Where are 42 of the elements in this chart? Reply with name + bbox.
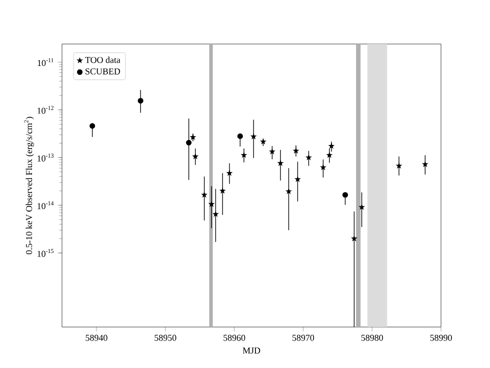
point <box>350 235 358 242</box>
point <box>285 188 292 194</box>
point <box>192 153 199 160</box>
point <box>138 98 144 104</box>
point <box>90 123 96 129</box>
y-tick-label: 10$^{-12}$ <box>38 106 54 114</box>
point <box>260 138 266 144</box>
x-axis-title: MJD <box>242 348 260 354</box>
y-tick-label: 10$^{-14}$ <box>38 201 54 210</box>
point <box>326 152 333 158</box>
y-tick-label: 10$^{-11}$ <box>38 58 54 66</box>
point <box>201 191 208 198</box>
point <box>292 147 300 154</box>
y-axis-title: 0.5-10 keV Observed Flux (erg/s/cm$^{2}$) <box>24 116 34 254</box>
point <box>219 187 226 194</box>
point <box>208 200 215 207</box>
point <box>190 134 196 140</box>
x-tick-label: 58960 <box>224 334 246 341</box>
point <box>328 142 335 149</box>
x-tick-label: 58970 <box>292 334 314 341</box>
point <box>342 192 348 198</box>
point <box>237 133 243 140</box>
x-tick-label: 58940 <box>86 334 108 341</box>
point <box>240 152 248 158</box>
point <box>305 154 312 160</box>
x-tick-label: 58990 <box>430 334 452 341</box>
legend-label: SCUBED <box>86 68 120 74</box>
point <box>186 140 192 146</box>
legend-label: TOO data <box>85 56 120 63</box>
point <box>250 133 257 140</box>
point <box>294 176 301 182</box>
point <box>268 148 276 154</box>
point <box>226 170 233 176</box>
point <box>320 164 326 170</box>
y-tick-label: 10$^{-13}$ <box>38 154 54 162</box>
y-tick-label: 10$^{-15}$ <box>38 249 54 257</box>
point <box>422 160 428 168</box>
x-tick-label: 58980 <box>361 334 383 341</box>
x-tick-label: 58950 <box>154 334 176 341</box>
point <box>212 210 219 217</box>
point <box>396 162 402 169</box>
point <box>277 160 284 166</box>
